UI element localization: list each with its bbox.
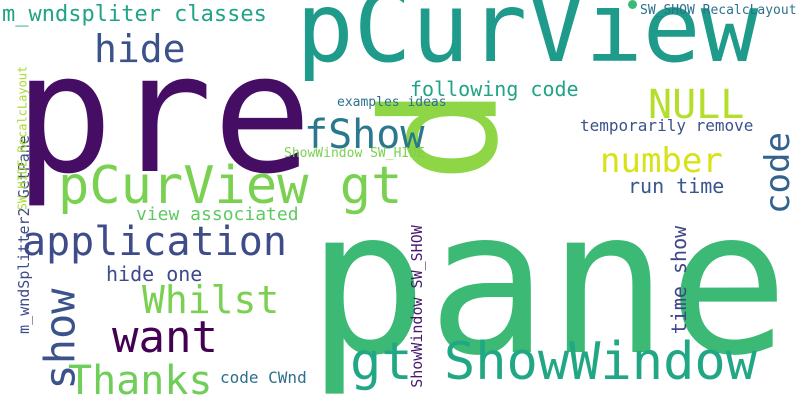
word-pre: pre <box>14 18 313 210</box>
word-hide: hide <box>94 27 186 71</box>
word-application: application <box>22 219 287 265</box>
word-pcurview: pCurView <box>296 0 759 84</box>
word-showwindow-sw-show: ShowWindow SW_SHOW <box>407 225 426 388</box>
word-showwindow-sw-hide: ShowWindow SW_HIDE <box>284 146 425 161</box>
word-view-associated: view associated <box>136 204 299 225</box>
word-show: show <box>35 288 85 390</box>
dot-mark <box>628 0 637 9</box>
word-gt-showwindow: gt ShowWindow <box>350 332 757 392</box>
word-run-time: run time <box>628 174 725 198</box>
word-null: NULL <box>648 82 745 128</box>
word-fshow: fShow <box>304 112 425 158</box>
word-time-show: time show <box>667 225 692 335</box>
word-pane: pane <box>307 167 789 400</box>
word-want: want <box>112 312 218 363</box>
word-code-cwnd: code CWnd <box>220 368 307 387</box>
word-thanks: Thanks <box>68 358 213 400</box>
word-sw-show-recalclayout: SW_SHOW RecalcLayout <box>640 3 797 18</box>
word-sw-hide-recalclayout: SW_HIDE RecalcLayout <box>15 65 30 211</box>
word-code: code <box>757 132 798 214</box>
word-hide-one: hide one <box>106 262 203 286</box>
word-following-code: following code <box>410 77 579 101</box>
word-pcurview-gt: pCurView gt <box>58 156 403 216</box>
word-whilst: Whilst <box>142 278 280 322</box>
word-examples-ideas: examples ideas <box>337 95 447 110</box>
word-m-wndspliter-classes: m_wndspliter classes <box>2 2 267 27</box>
word-temporarily-remove: temporarily remove <box>580 116 754 135</box>
word-number: number <box>600 141 723 181</box>
